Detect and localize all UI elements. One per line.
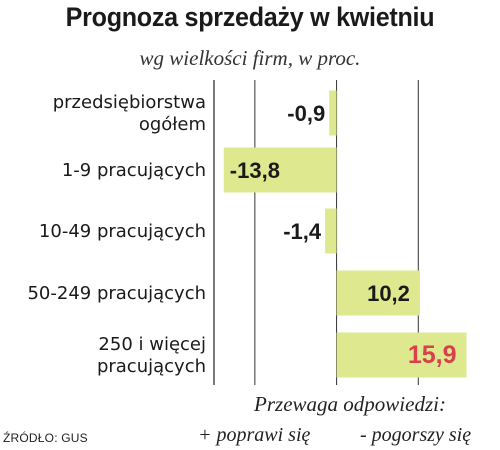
category-label-3-0: 50-249 pracujących: [27, 283, 206, 304]
category-label-0-0: przedsiębiorstwa: [53, 92, 206, 113]
category-label-4-0: 250 i więcej: [98, 334, 206, 355]
value-label-2: -1,4: [283, 219, 322, 244]
value-label-3: 10,2: [367, 281, 410, 306]
chart-title: Prognoza sprzedaży w kwietniu: [65, 2, 435, 32]
category-label-4-1: pracujących: [97, 356, 206, 377]
bar-3: [336, 270, 420, 316]
legend-title: Przewaga odpowiedzi:: [254, 392, 446, 416]
category-label-2-0: 10-49 pracujących: [39, 221, 206, 242]
value-label-0: -0,9: [287, 101, 325, 126]
bar-4: [336, 332, 467, 378]
source-note: ŹRÓDŁO: GUS: [3, 431, 88, 445]
legend-negative: - pogorszy się: [360, 424, 472, 446]
bar-0: [329, 90, 337, 136]
bar-2: [325, 208, 337, 254]
category-label-1-0: 1-9 pracujących: [62, 160, 206, 181]
bar-1: [223, 147, 337, 193]
category-label-0-1: ogółem: [139, 114, 206, 135]
value-label-4: 15,9: [408, 341, 457, 369]
value-label-1: -13,8: [230, 158, 280, 183]
chart-subtitle: wg wielkości firm, w proc.: [139, 46, 361, 70]
legend-positive: + poprawi się: [198, 424, 311, 446]
